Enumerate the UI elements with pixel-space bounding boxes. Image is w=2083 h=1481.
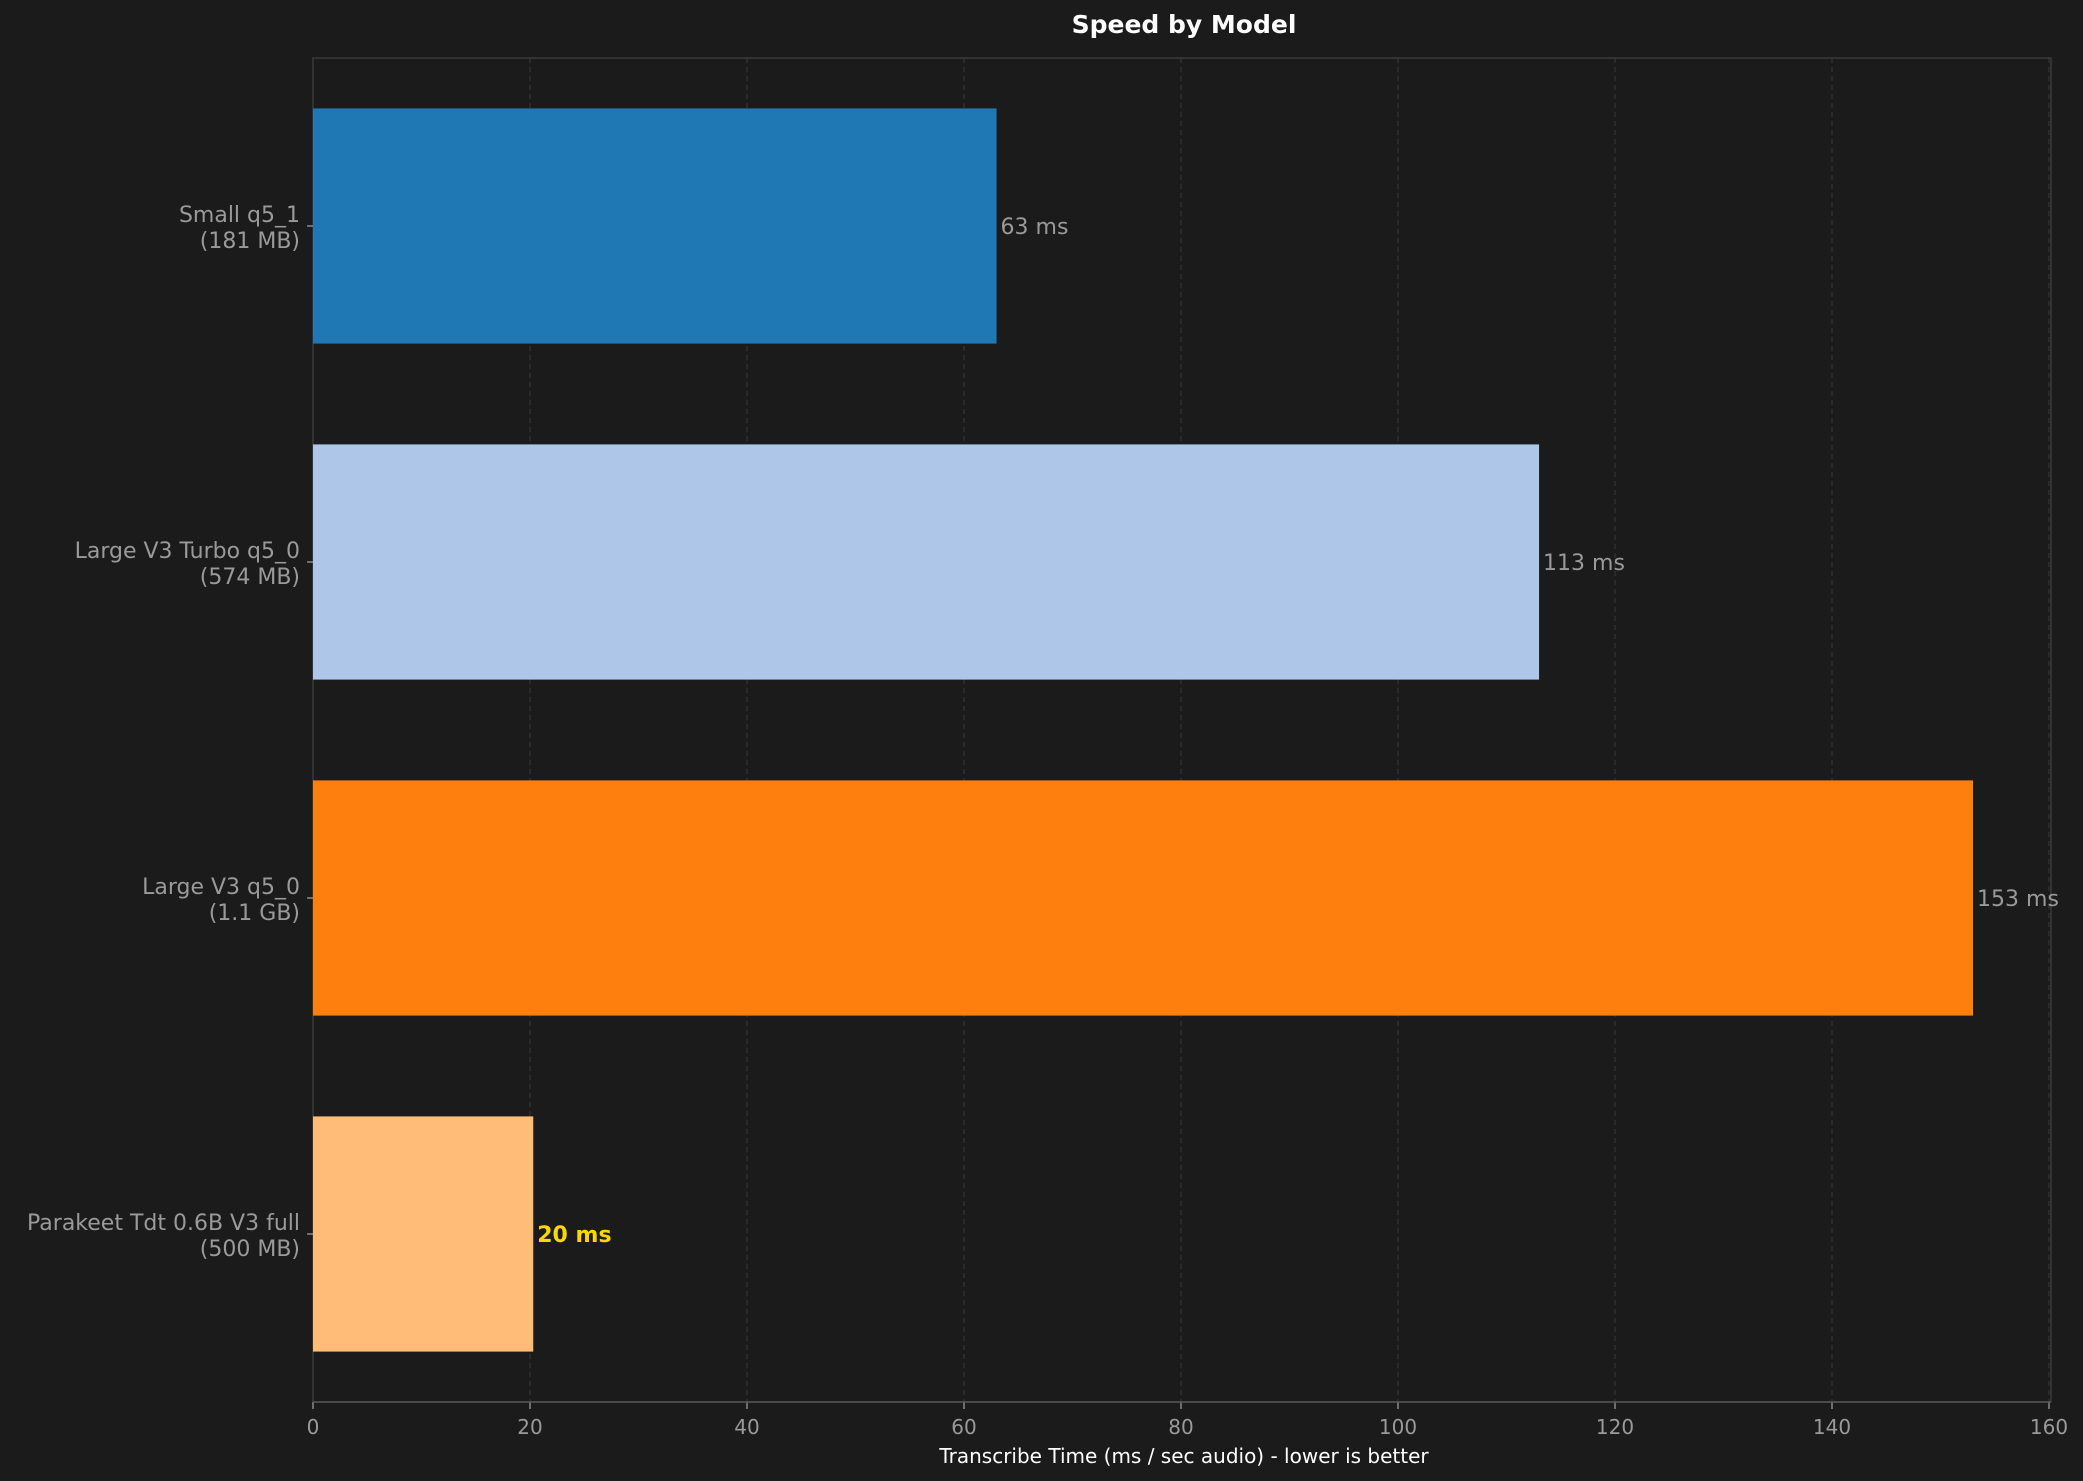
bar-value-label: 63 ms xyxy=(1001,215,1069,240)
x-axis-label: Transcribe Time (ms / sec audio) - lower… xyxy=(938,1444,1429,1468)
bar xyxy=(313,108,997,344)
bar-value-label: 113 ms xyxy=(1543,551,1625,576)
x-tick-label: 20 xyxy=(517,1415,542,1439)
bar xyxy=(313,780,1974,1016)
y-category-model: Parakeet Tdt 0.6B V3 full xyxy=(27,1211,300,1236)
y-category-size: (574 MB) xyxy=(200,565,300,590)
bar-value-label: 20 ms xyxy=(537,1223,611,1248)
x-tick-label: 40 xyxy=(734,1415,759,1439)
x-tick-label: 60 xyxy=(951,1415,976,1439)
y-axis-labels: Small q5_1(181 MB) Large V3 Turbo q5_0(57… xyxy=(27,203,313,1262)
y-category-size: (1.1 GB) xyxy=(209,901,300,926)
bar-value-label: 153 ms xyxy=(1977,887,2059,912)
x-axis-ticks: 0 20 40 60 80 100 120 140 160 xyxy=(307,1401,2068,1439)
y-category-size: (181 MB) xyxy=(200,229,300,254)
y-category-model: Large V3 q5_0 xyxy=(142,875,300,900)
bar xyxy=(313,444,1540,680)
y-category-model: Small q5_1 xyxy=(179,203,300,228)
x-tick-label: 160 xyxy=(2030,1415,2068,1439)
bars: 63 ms 113 ms 153 ms 20 ms xyxy=(313,108,2059,1352)
chart-title: Speed by Model xyxy=(1072,10,1297,39)
y-category-model: Large V3 Turbo q5_0 xyxy=(75,539,300,564)
x-tick-label: 0 xyxy=(307,1415,320,1439)
x-tick-label: 80 xyxy=(1168,1415,1193,1439)
x-tick-label: 100 xyxy=(1379,1415,1417,1439)
bar xyxy=(313,1116,534,1352)
x-tick-label: 140 xyxy=(1813,1415,1851,1439)
y-category-size: (500 MB) xyxy=(200,1237,300,1262)
x-tick-label: 120 xyxy=(1596,1415,1634,1439)
